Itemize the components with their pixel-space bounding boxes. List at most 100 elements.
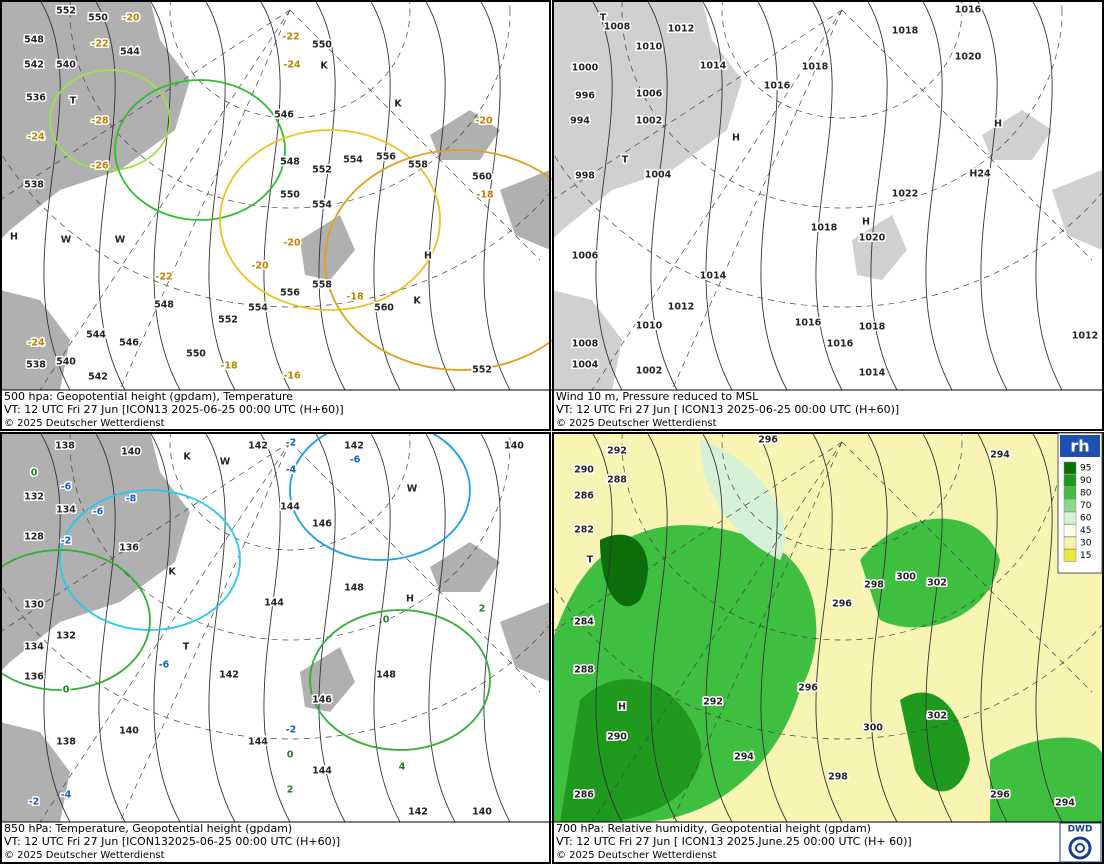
meridian xyxy=(119,441,291,822)
land xyxy=(0,722,70,822)
contour-label: 282 xyxy=(574,525,594,536)
contour-label: -6 xyxy=(93,507,104,518)
contour-label: 148 xyxy=(344,583,364,594)
legend-level: 60 xyxy=(1080,514,1092,524)
contour-label: 1022 xyxy=(892,189,918,200)
temperature-contour xyxy=(309,609,491,751)
contour xyxy=(976,432,1008,822)
contour-label: 1010 xyxy=(636,42,663,53)
contour xyxy=(1031,432,1063,822)
panel-map xyxy=(0,0,552,390)
meridian xyxy=(0,441,291,633)
contour-label: 0 xyxy=(383,615,390,626)
contour-label: 550 xyxy=(88,13,108,24)
contour-label: 540 xyxy=(56,60,76,71)
contour xyxy=(424,0,456,390)
contour xyxy=(39,0,71,390)
map-layers xyxy=(0,0,1104,822)
contour-label: 296 xyxy=(798,683,818,694)
land xyxy=(982,110,1052,160)
latitude-circle xyxy=(69,432,511,641)
contour-label: 1018 xyxy=(802,62,829,73)
contour-label: -28 xyxy=(91,116,109,127)
contour-label: 144 xyxy=(248,737,268,748)
contour-label: K xyxy=(394,99,402,110)
contour-label: 1012 xyxy=(668,302,694,313)
contour-label: T xyxy=(183,642,190,653)
contour-label: 1000 xyxy=(572,63,599,74)
contour-label: 1008 xyxy=(572,339,599,350)
land xyxy=(500,170,550,250)
meridian xyxy=(39,9,291,390)
caption-line: © 2025 Deutscher Wetterdienst xyxy=(556,850,717,861)
contour-label: 996 xyxy=(575,91,595,102)
contour-label: 552 xyxy=(218,315,238,326)
contour-label: -18 xyxy=(476,190,494,201)
legend-title: rh xyxy=(1070,437,1089,456)
contour-label: 290 xyxy=(574,465,594,476)
contour-label: 142 xyxy=(408,807,428,818)
panel-map xyxy=(552,432,1104,822)
latitude-circle xyxy=(169,432,411,551)
contour-label: 140 xyxy=(119,726,139,737)
rh-area xyxy=(560,679,702,822)
contour-label: 560 xyxy=(374,303,394,314)
temperature-contour xyxy=(49,69,171,171)
contour-label: 1016 xyxy=(795,318,822,329)
panel-map xyxy=(0,432,552,822)
contour-label: 134 xyxy=(56,505,76,516)
contour xyxy=(976,0,1008,390)
contour-label: 540 xyxy=(56,357,76,368)
contour-label: 140 xyxy=(121,447,141,458)
contour xyxy=(259,0,291,390)
legend-level: 15 xyxy=(1080,551,1091,561)
contour-label: T xyxy=(587,555,594,566)
legend-swatch xyxy=(1063,499,1077,512)
contour-label: 1018 xyxy=(859,322,886,333)
contour-label: 548 xyxy=(280,157,300,168)
contour xyxy=(204,0,236,390)
contour xyxy=(149,0,181,390)
contour-label: 302 xyxy=(927,578,947,589)
caption-line: Wind 10 m, Pressure reduced to MSL xyxy=(556,390,759,403)
contour-label: H xyxy=(424,251,432,262)
legend-swatch xyxy=(1063,549,1077,562)
contour-label: 128 xyxy=(24,532,44,543)
meridian xyxy=(39,441,291,822)
caption-line: © 2025 Deutscher Wetterdienst xyxy=(556,418,717,429)
contour-label: -18 xyxy=(220,361,238,372)
rh-area xyxy=(600,534,648,607)
contour-label: 296 xyxy=(832,599,852,610)
contour-label: 288 xyxy=(607,475,627,486)
contour-label: 146 xyxy=(312,695,332,706)
contour-label: 294 xyxy=(1055,798,1075,809)
meridian xyxy=(841,9,1093,261)
contour xyxy=(701,432,733,822)
latitude-circle xyxy=(721,432,963,551)
contour-label: -2 xyxy=(286,725,297,736)
contour-label: K xyxy=(320,61,328,72)
contour-label: -16 xyxy=(283,371,301,382)
contour-label: -4 xyxy=(286,465,297,476)
contour-label: -18 xyxy=(346,292,364,303)
contour-label: 558 xyxy=(408,160,428,171)
contour-label: 4 xyxy=(399,762,406,773)
contour-label: 546 xyxy=(274,110,294,121)
contour xyxy=(479,0,511,390)
contour-label: 554 xyxy=(312,200,332,211)
contour-label: -6 xyxy=(159,660,170,671)
land xyxy=(300,647,355,712)
contour-label: -2 xyxy=(61,536,72,547)
contour-label: 298 xyxy=(828,772,848,783)
rh-legend: rh 95 90 80 70 60 45 30 15 xyxy=(1057,432,1103,574)
meridian xyxy=(289,441,541,693)
dwd-logo: DWD xyxy=(1059,822,1102,863)
contour-label: 542 xyxy=(88,372,108,383)
contour-label: 142 xyxy=(219,670,239,681)
caption-line: 500 hpa: Geopotential height (gpdam), Te… xyxy=(4,390,293,403)
contour-label: 1010 xyxy=(636,321,663,332)
land xyxy=(1052,170,1102,250)
contour-label: -20 xyxy=(475,116,493,127)
contour-label: 0 xyxy=(63,685,70,696)
